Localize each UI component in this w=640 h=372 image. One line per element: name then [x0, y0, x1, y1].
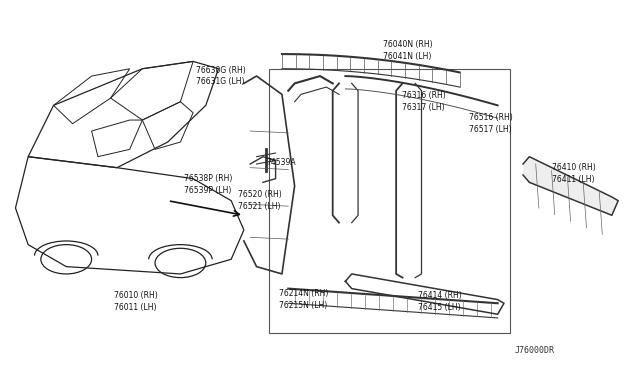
Text: 76010 (RH)
76011 (LH): 76010 (RH) 76011 (LH) [114, 291, 157, 312]
Text: 76410 (RH)
76411 (LH): 76410 (RH) 76411 (LH) [552, 163, 595, 183]
Text: 76214N (RH)
76215N (LH): 76214N (RH) 76215N (LH) [279, 289, 328, 310]
Text: 76516 (RH)
76517 (LH): 76516 (RH) 76517 (LH) [469, 113, 513, 134]
Polygon shape [523, 157, 618, 215]
Bar [269, 69, 510, 333]
Text: 76520 (RH)
76521 (LH): 76520 (RH) 76521 (LH) [237, 190, 281, 211]
Text: 76538P (RH)
76539P (LH): 76538P (RH) 76539P (LH) [184, 174, 232, 195]
Text: 76414 (RH)
76415 (LH): 76414 (RH) 76415 (LH) [419, 291, 462, 312]
Text: 76040N (RH)
76041N (LH): 76040N (RH) 76041N (LH) [383, 40, 433, 61]
Text: 76316 (RH)
76317 (LH): 76316 (RH) 76317 (LH) [403, 91, 446, 112]
Text: 74539A: 74539A [266, 158, 296, 167]
Text: 76630G (RH)
76631G (LH): 76630G (RH) 76631G (LH) [196, 66, 246, 86]
Text: J76000DR: J76000DR [515, 346, 555, 355]
